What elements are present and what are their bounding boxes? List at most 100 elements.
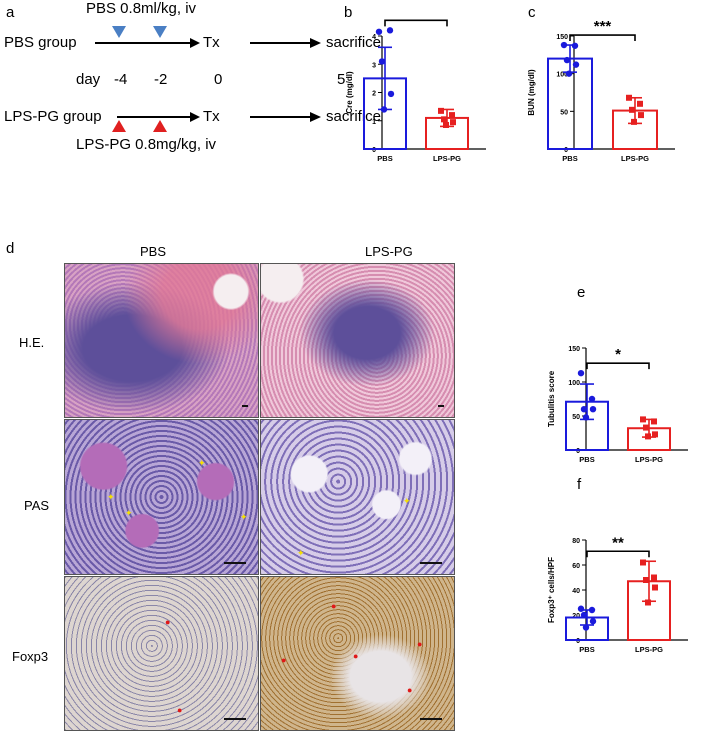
lps-dose-label: LPS-PG 0.8mg/kg, iv — [76, 136, 217, 153]
red-marker-icon: ● — [281, 655, 287, 665]
red-marker-icon: ● — [417, 639, 423, 649]
panel-letter-d: d — [6, 240, 15, 257]
significance-bracket — [569, 34, 636, 42]
data-point — [645, 599, 651, 606]
y-tick-label: 3 — [372, 62, 376, 69]
significance-bracket — [586, 362, 650, 370]
yellow-marker-icon: ✦ — [198, 458, 206, 468]
data-point — [378, 58, 386, 65]
data-point — [375, 28, 383, 35]
row-label-he: H.E. — [19, 335, 45, 350]
y-axis-label: Tubulitis score — [547, 370, 556, 427]
day-tick: 0 — [214, 71, 223, 88]
data-point — [560, 41, 568, 49]
data-point — [638, 112, 644, 119]
y-tick-label: 100 — [568, 380, 580, 387]
significance-bracket — [384, 19, 448, 27]
data-point — [580, 611, 588, 619]
data-point — [652, 584, 658, 591]
yellow-marker-icon: ✦ — [403, 496, 411, 506]
data-point — [582, 414, 590, 421]
scale-bar — [420, 562, 442, 564]
lps-group-label: LPS-PG group — [4, 108, 102, 125]
micrograph-he-pbs — [64, 263, 259, 418]
red-marker-icon: ● — [407, 685, 413, 695]
y-tick-label: 50 — [572, 414, 580, 421]
yellow-marker-icon: ✦ — [107, 492, 115, 502]
pbs-injection-marker — [112, 26, 126, 38]
panel-letter-c: c — [528, 4, 536, 21]
significance-label: *** — [594, 18, 612, 35]
row-label-foxp3: Foxp3 — [12, 649, 49, 664]
yellow-marker-icon: ✦ — [240, 512, 248, 522]
micrograph-he-lps — [260, 263, 455, 418]
x-tick-label: LPS-PG — [433, 154, 461, 163]
y-tick-label: 80 — [572, 538, 580, 545]
y-tick-label: 150 — [568, 346, 580, 353]
data-point — [652, 431, 658, 438]
panel-letter-e: e — [577, 284, 586, 301]
pbs-dose-label: PBS 0.8ml/kg, iv — [86, 0, 197, 17]
significance-label: * — [413, 18, 419, 20]
data-point — [588, 606, 596, 614]
y-tick-label: 100 — [556, 72, 568, 79]
chart-tubulitis: 0 50 100 150 Tubulitis score PBS LPS-PG * — [547, 346, 688, 464]
data-point — [572, 61, 580, 68]
x-tick-label: PBS — [377, 154, 392, 163]
x-tick-label: LPS-PG — [635, 455, 663, 464]
y-tick-label: 4 — [372, 34, 376, 41]
data-point — [651, 418, 657, 425]
red-marker-icon: ● — [177, 705, 183, 715]
scale-bar — [224, 562, 246, 564]
y-tick-label: 50 — [560, 109, 568, 116]
x-tick-label: LPS-PG — [621, 154, 649, 163]
data-point — [640, 416, 646, 423]
panel-letter-f: f — [577, 476, 582, 493]
y-tick-label: 1 — [372, 119, 376, 126]
day-tick: -4 — [114, 71, 128, 88]
day-tick: -2 — [154, 71, 168, 88]
lps-timeline-arrowhead — [190, 112, 200, 122]
micrograph-pas-pbs: ✦ ✦ ✦ ✦ — [64, 419, 259, 575]
data-point — [626, 94, 632, 101]
micrograph-pas-lps: ✦ ✦ — [260, 419, 455, 575]
red-marker-icon: ● — [331, 601, 337, 611]
data-point — [577, 605, 585, 612]
data-point — [563, 56, 571, 64]
y-tick-label: 60 — [572, 563, 580, 570]
data-point — [643, 424, 649, 431]
data-point — [645, 433, 651, 440]
data-point — [441, 116, 447, 123]
data-point — [588, 395, 596, 403]
data-point — [438, 107, 444, 114]
y-axis-label: Cre (mg/dl) — [345, 71, 354, 114]
scale-bar — [438, 405, 444, 407]
chart-cre: 0 1 2 3 4 Cre (mg/dl) PBS LPS-PG * — [345, 18, 486, 163]
red-marker-icon: ● — [353, 651, 359, 661]
red-marker-icon: ● — [165, 617, 171, 627]
yellow-marker-icon: ✦ — [125, 508, 133, 518]
data-point — [380, 106, 388, 113]
pbs-injection-marker — [153, 26, 167, 38]
y-tick-label: 0 — [564, 147, 568, 154]
x-tick-label: PBS — [579, 645, 594, 654]
data-point — [450, 119, 456, 126]
y-tick-label: 150 — [556, 34, 568, 41]
significance-bracket — [586, 550, 650, 558]
y-tick-label: 0 — [372, 147, 376, 154]
lps-outcome-arrowhead — [310, 112, 321, 122]
pbs-outcome-arrowhead — [310, 38, 321, 48]
data-point — [643, 577, 649, 583]
scale-bar — [242, 405, 248, 407]
day-label: day — [76, 71, 101, 88]
data-point — [629, 106, 635, 113]
chart-bun: 0 50 100 150 BUN (mg/dl) PBS LPS-PG *** — [527, 18, 675, 163]
lps-sacrifice-label: sacrifice — [326, 108, 382, 125]
data-point — [589, 406, 597, 413]
data-point — [449, 112, 455, 119]
x-tick-label: LPS-PG — [635, 645, 663, 654]
pbs-sacrifice-label: sacrifice — [326, 34, 382, 51]
significance-label: * — [615, 346, 621, 363]
micrograph-foxp3-pbs: ● ● — [64, 576, 259, 731]
data-point — [589, 618, 597, 625]
